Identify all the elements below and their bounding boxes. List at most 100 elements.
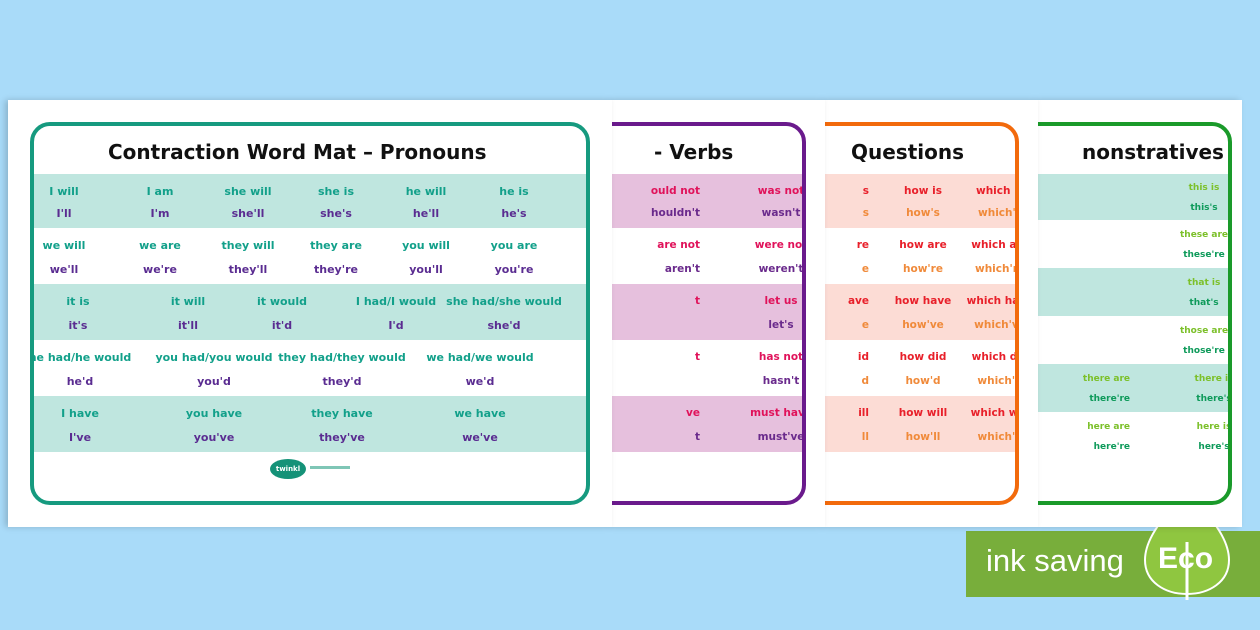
- full-form-word: s: [862, 184, 869, 197]
- full-form-word: has not: [758, 351, 804, 364]
- word-row: ould not houldn't was not wasn't: [612, 174, 802, 228]
- word-row: are not aren't were not weren't: [612, 228, 802, 284]
- full-form-word: ill: [858, 407, 869, 420]
- contraction-word: we'll: [49, 262, 79, 276]
- full-form-word: you have: [185, 407, 243, 421]
- contraction-word: how're: [903, 262, 943, 275]
- contraction-word: that's: [1189, 297, 1219, 308]
- word-mat-title: - Verbs: [654, 140, 734, 164]
- twinkl-logo: twinkl: [270, 459, 306, 479]
- full-form-word: we will: [42, 239, 86, 253]
- contraction-word: it'll: [178, 318, 198, 332]
- contraction-word: I'd: [388, 318, 404, 332]
- contraction-word: those're: [1183, 345, 1225, 356]
- word-row: re e how are how're which are which're: [825, 228, 1015, 284]
- contraction-word: you'll: [409, 262, 443, 276]
- full-form-word: how will: [898, 407, 948, 420]
- full-form-word: that is: [1187, 277, 1221, 288]
- contraction-word: there're: [1089, 393, 1130, 404]
- word-row: I will I'll I am I'm she will she'll she is she…: [34, 174, 586, 228]
- full-form-word: ould not: [650, 184, 700, 197]
- contraction-word: he'd: [66, 374, 94, 388]
- word-mat-page-questions: Questions ss how is how's which is which's re e…: [825, 100, 1038, 527]
- full-form-word: how is: [904, 184, 942, 197]
- full-form-word: it is: [66, 295, 90, 309]
- word-row: this is this's: [1038, 174, 1228, 220]
- contraction-word: d: [861, 374, 869, 387]
- contraction-word: it's: [68, 318, 88, 332]
- ink-saving-label: ink saving: [986, 543, 1124, 578]
- contraction-word: she'd: [487, 318, 521, 332]
- full-form-word: t: [694, 351, 700, 364]
- word-row: here are here're here is here's: [1038, 412, 1228, 460]
- contraction-word: they're: [314, 262, 358, 276]
- full-form-word: we have: [454, 407, 506, 421]
- full-form-word: it will: [170, 295, 206, 309]
- word-mat-page-pronouns: Contraction Word Mat – Pronouns I will I'l…: [8, 100, 612, 527]
- word-mat-page-verbs: - Verbs ould not houldn't was not wasn't are …: [612, 100, 825, 527]
- full-form-word: you had/you would: [155, 351, 273, 365]
- word-row: I have I've you have you've they have they've…: [34, 396, 586, 452]
- full-form-word: re: [856, 239, 869, 252]
- full-form-word: how did: [899, 351, 947, 364]
- full-form-word: they will: [221, 239, 275, 253]
- contraction-word: ll: [861, 430, 869, 443]
- full-form-word: here are: [1087, 421, 1130, 432]
- contraction-word: he's: [501, 207, 527, 221]
- contraction-word: I've: [68, 430, 92, 444]
- word-mat-title: Questions: [851, 140, 965, 164]
- contraction-word: which'd: [977, 374, 1019, 387]
- full-form-word: which will: [970, 407, 1019, 420]
- contraction-word: we're: [143, 262, 177, 276]
- full-form-word: which are: [971, 239, 1017, 252]
- contraction-word: let's: [768, 318, 794, 331]
- contraction-word: s: [862, 207, 869, 220]
- full-form-word: which is: [976, 184, 1018, 197]
- full-form-word: they are: [310, 239, 362, 253]
- contraction-word: wasn't: [761, 207, 801, 220]
- full-form-word: id: [857, 351, 869, 364]
- contraction-word: you'd: [197, 374, 231, 388]
- contraction-word: they've: [319, 430, 365, 444]
- word-row: that is that's: [1038, 268, 1228, 316]
- contraction-word: houldn't: [651, 207, 700, 220]
- contraction-word: we'd: [465, 374, 495, 388]
- full-form-word: we are: [139, 239, 181, 253]
- contraction-word: they'll: [228, 262, 268, 276]
- full-form-word: she is: [318, 184, 354, 198]
- full-form-word: ave: [847, 295, 869, 308]
- full-form-word: they had/they would: [278, 351, 406, 365]
- contraction-word: must've: [757, 430, 805, 443]
- word-mat-card: Contraction Word Mat – Pronouns I will I'l…: [30, 122, 590, 505]
- leaf-icon: [1143, 482, 1231, 600]
- full-form-word: he will: [405, 184, 447, 198]
- full-form-word: t: [694, 295, 700, 308]
- word-mat-card: nonstratives this is this's these are these'…: [1038, 122, 1232, 505]
- full-form-word: she will: [224, 184, 272, 198]
- full-form-word: how have: [894, 295, 952, 308]
- contraction-word: you're: [494, 262, 534, 276]
- full-form-word: those are: [1179, 325, 1229, 336]
- full-form-word: we had/we would: [426, 351, 534, 365]
- word-row: ve t must have must've: [612, 396, 802, 452]
- contraction-word: I'm: [150, 207, 170, 221]
- contraction-word: this's: [1190, 202, 1218, 213]
- full-form-word: ve: [686, 407, 700, 420]
- contraction-word: she's: [320, 207, 352, 221]
- full-form-word: I am: [146, 184, 174, 198]
- full-form-word: I have: [61, 407, 99, 421]
- word-mat-page-demonstratives: nonstratives this is this's these are these'…: [1038, 100, 1242, 527]
- contraction-word: she'll: [231, 207, 265, 221]
- contraction-word: we've: [462, 430, 498, 444]
- contraction-word: it'd: [271, 318, 293, 332]
- full-form-word: it would: [256, 295, 308, 309]
- full-form-word: were not: [754, 239, 806, 252]
- word-row: we will we'll we are we're they will they'll t…: [34, 228, 586, 284]
- word-row: it is it's it will it'll it would it'd I had/I…: [34, 284, 586, 340]
- full-form-word: he is: [499, 184, 529, 198]
- word-mat-card: Questions ss how is how's which is which's re e…: [825, 122, 1019, 505]
- contraction-word: you've: [193, 430, 235, 444]
